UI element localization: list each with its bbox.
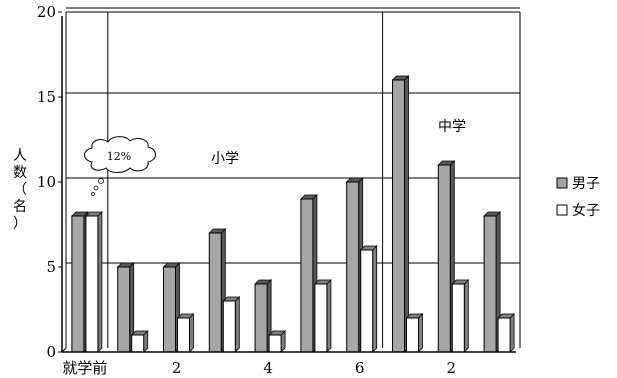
- section-label-primary: 小学: [211, 151, 239, 167]
- bar-side: [234, 296, 240, 353]
- y-tick-label: 15: [37, 88, 56, 106]
- bar-side: [326, 279, 332, 353]
- y-tick-label: 10: [37, 173, 56, 191]
- bar: [497, 317, 511, 353]
- x-tick-label: 4: [263, 359, 273, 377]
- legend: 男子 女子: [556, 176, 600, 219]
- bar-side: [509, 313, 515, 353]
- bar: [300, 198, 314, 353]
- bar-side: [463, 279, 469, 353]
- x-tick-labels: 就学前 2 4 6 2: [62, 359, 456, 377]
- bar: [268, 334, 282, 353]
- bar-side: [404, 75, 409, 353]
- bar: [222, 300, 236, 353]
- bar-side: [418, 313, 423, 353]
- bar: [346, 181, 360, 353]
- bar: [437, 164, 451, 353]
- y-axis-label-char: 名: [13, 199, 27, 215]
- floor-edge: [61, 347, 67, 353]
- section-label-middle: 中学: [438, 119, 466, 135]
- bar: [254, 283, 268, 353]
- y-axis-label-char: （: [13, 182, 27, 198]
- bar: [177, 317, 190, 353]
- section-dividers: [107, 12, 384, 348]
- y-tick-label: 0: [46, 343, 56, 361]
- bar: [208, 232, 222, 353]
- legend-swatch-girls: [556, 204, 568, 216]
- y-tick-label: 5: [46, 258, 56, 276]
- x-tick-label: 就学前: [62, 359, 107, 377]
- axes: [58, 11, 521, 353]
- x-tick-label: 2: [447, 359, 457, 377]
- callout-dot: [98, 178, 104, 184]
- bar: [117, 266, 131, 353]
- legend-label-boys: 男子: [572, 176, 600, 192]
- callout-dot: [93, 185, 99, 191]
- y-axis-label-char: 人: [13, 148, 27, 164]
- bar-side: [189, 313, 194, 353]
- bar: [314, 283, 328, 353]
- y-axis-label: 人数（名）: [13, 148, 27, 232]
- bar-side: [372, 245, 378, 353]
- bar: [406, 317, 419, 353]
- bar: [360, 249, 374, 353]
- y-axis-label-char: 数: [13, 165, 27, 181]
- bar: [131, 334, 145, 353]
- bar-side: [97, 211, 103, 353]
- bar: [451, 283, 465, 353]
- legend-label-girls: 女子: [572, 202, 600, 219]
- legend-swatch-boys: [556, 177, 568, 189]
- x-tick-label: 2: [172, 359, 182, 377]
- callout-dot: [91, 192, 95, 196]
- x-tick-label: 6: [355, 359, 365, 377]
- y-axis-label-char: ）: [13, 216, 27, 232]
- y-tick-label: 20: [37, 3, 56, 21]
- bars: [70, 75, 516, 353]
- bar: [483, 215, 497, 353]
- y-tick-labels: 0 5 10 15 20: [37, 3, 56, 361]
- bar: [163, 266, 176, 353]
- callout-text: 12%: [107, 150, 131, 163]
- bar: [71, 215, 85, 353]
- callout-cloud-shape: [84, 136, 156, 173]
- callout-bubble: 12%: [84, 136, 156, 196]
- bar: [392, 79, 405, 353]
- bar: [85, 215, 99, 353]
